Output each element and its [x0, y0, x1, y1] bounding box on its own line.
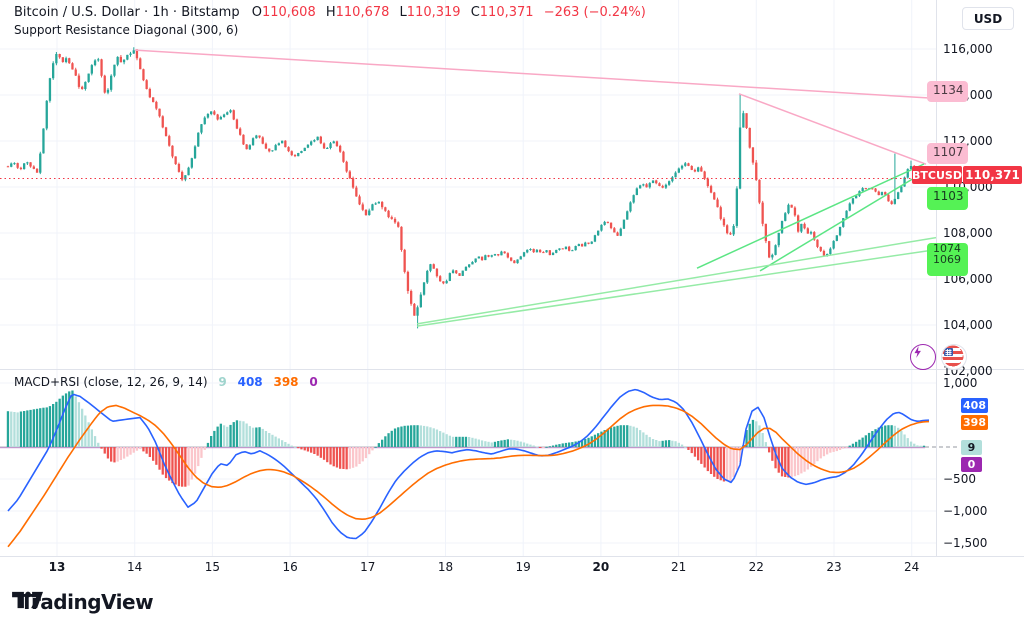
macd-value-label: 408: [961, 398, 988, 413]
ohlc-low: L110,319: [399, 5, 461, 20]
current-price-label: 110,371: [963, 166, 1022, 184]
macd-signal-value: 398: [273, 375, 299, 389]
time-tick-label: 20: [592, 560, 610, 574]
macd-extra-value: 0: [309, 375, 318, 389]
macd-tick-label: −1,000: [943, 504, 988, 518]
signal-value-label: 398: [961, 415, 988, 430]
time-tick-label: 18: [437, 560, 454, 574]
us-flag-event-icon[interactable]: [941, 344, 967, 370]
change-value: −263 (−0.24%): [543, 5, 646, 20]
support-callout-1074-1069[interactable]: 1074 1069: [927, 243, 968, 276]
price-tick-label: 104,000: [943, 318, 993, 332]
time-tick-label: 16: [282, 560, 298, 574]
hist-value-label: 9: [961, 440, 982, 455]
tradingview-logo-text: TradingView: [20, 590, 154, 614]
resistance-callout-1134[interactable]: 1134: [927, 81, 968, 102]
time-tick-label: 24: [904, 560, 920, 574]
time-tick-label: 14: [127, 560, 143, 574]
time-tick-label: 17: [360, 560, 376, 574]
macd-tick-label: −500: [943, 472, 976, 486]
time-tick-label: 21: [670, 560, 687, 574]
us-flag-icon: [942, 345, 964, 367]
time-tick-label: 19: [515, 560, 531, 574]
time-tick-label: 23: [826, 560, 842, 574]
macd-line-value: 408: [237, 375, 263, 389]
support-callout-1103[interactable]: 1103: [927, 187, 968, 210]
price-tick-label: 116,000: [943, 42, 993, 56]
lightning-event-icon[interactable]: [910, 344, 936, 370]
ohlc-close: C110,371: [470, 5, 534, 20]
symbol-title[interactable]: Bitcoin / U.S. Dollar · 1h · Bitstamp: [14, 5, 240, 20]
ohlc-open: O110,608: [251, 5, 316, 20]
extra-value-label: 0: [961, 457, 982, 472]
price-tick-label: 108,000: [943, 226, 993, 240]
symbol-header: Bitcoin / U.S. Dollar · 1h · Bitstamp O1…: [14, 5, 646, 20]
lightning-bolt-icon: [914, 346, 921, 358]
ohlc-high: H110,678: [325, 5, 390, 20]
chart-svg[interactable]: [0, 0, 1024, 576]
indicator-legend[interactable]: Support Resistance Diagonal (300, 6): [14, 23, 239, 37]
macd-title[interactable]: MACD+RSI (close, 12, 26, 9, 14): [14, 375, 208, 389]
time-tick-label: 22: [748, 560, 764, 574]
resistance-callout-1107[interactable]: 1107: [927, 143, 968, 164]
currency-button[interactable]: USD: [962, 7, 1014, 30]
tradingview-logo[interactable]: TradingView: [12, 590, 154, 614]
time-tick-label: 13: [48, 560, 66, 574]
macd-hist-value: 9: [218, 375, 227, 389]
macd-tick-label: 1,000: [943, 376, 978, 390]
macd-legend: MACD+RSI (close, 12, 26, 9, 14) 9 408 39…: [14, 375, 318, 389]
symbol-price-flag: BTCUSD: [912, 166, 962, 184]
macd-tick-label: −1,500: [943, 536, 988, 550]
tradingview-logo-icon: [12, 591, 43, 609]
time-tick-label: 15: [204, 560, 221, 574]
